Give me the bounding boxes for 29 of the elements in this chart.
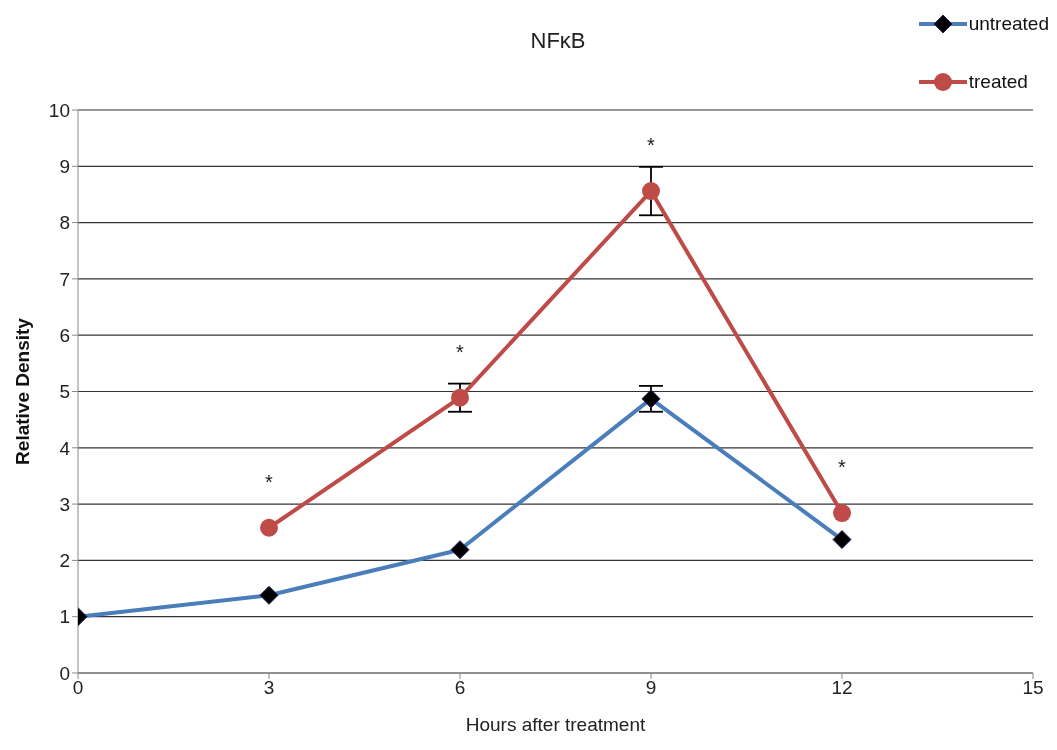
x-tick-label: 15 xyxy=(1022,677,1044,699)
y-tick-label: 2 xyxy=(59,550,70,572)
annotation: * xyxy=(265,471,274,494)
y-tick-label: 5 xyxy=(59,381,70,403)
y-tick-label: 10 xyxy=(48,99,70,121)
annotation: * xyxy=(838,456,847,479)
y-tick-label: 7 xyxy=(59,268,70,290)
x-tick-label: 3 xyxy=(263,677,275,699)
point xyxy=(833,504,851,523)
y-tick-label: 6 xyxy=(59,324,70,346)
y-tick-label: 3 xyxy=(59,493,70,515)
y-tick-label: 9 xyxy=(59,156,70,178)
annotation: * xyxy=(456,340,465,363)
legend-label: treated xyxy=(968,71,1028,93)
legend-label: untreated xyxy=(968,13,1049,35)
y-tick-label: 0 xyxy=(59,662,70,684)
point xyxy=(260,518,278,537)
point xyxy=(642,182,660,201)
y-tick-label: 1 xyxy=(59,606,70,628)
annotation: * xyxy=(647,134,656,157)
x-tick-label: 6 xyxy=(454,677,466,699)
x-tick-label: 9 xyxy=(645,677,657,699)
point xyxy=(451,388,469,407)
x-tick-label: 12 xyxy=(831,677,853,699)
chart-title: NFκB xyxy=(529,28,587,54)
y-axis-title: Relative Density xyxy=(11,317,33,465)
y-tick-label: 4 xyxy=(59,437,71,459)
y-tick-label: 8 xyxy=(59,212,70,234)
x-axis-title: Hours after treatment xyxy=(465,714,646,735)
